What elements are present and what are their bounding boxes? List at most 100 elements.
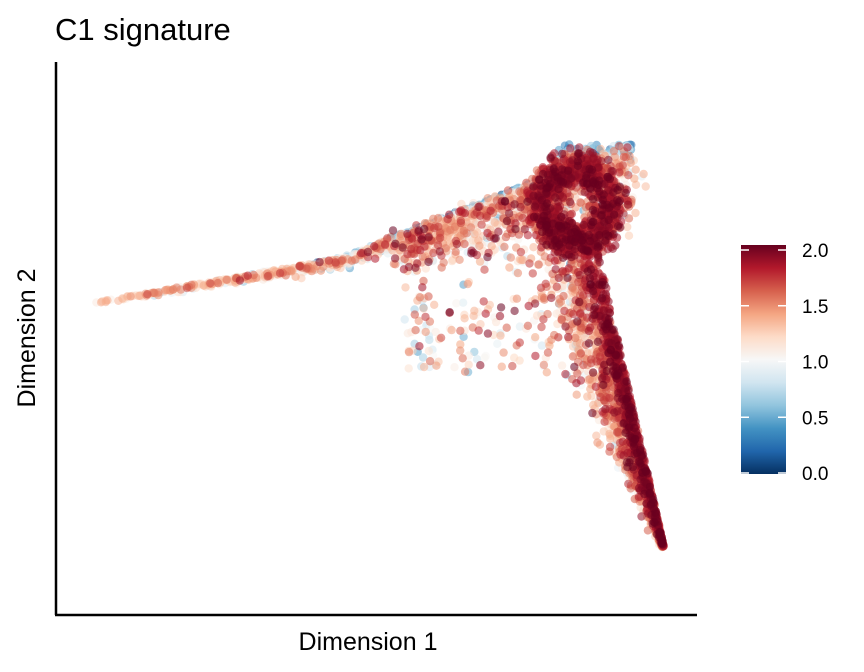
scatter-point bbox=[103, 296, 112, 305]
scatter-point bbox=[380, 240, 390, 249]
scatter-point bbox=[529, 243, 538, 252]
scatter-point bbox=[433, 214, 443, 223]
scatter-point bbox=[641, 182, 650, 191]
scatter-point bbox=[477, 220, 486, 229]
scatter-point bbox=[416, 246, 425, 255]
scatter-point bbox=[476, 211, 485, 220]
scatter-point bbox=[534, 260, 543, 269]
scatter-point bbox=[182, 283, 192, 293]
scatter-point bbox=[543, 348, 553, 357]
scatter-point bbox=[500, 242, 509, 251]
scatter-point bbox=[559, 291, 568, 301]
scatter-point bbox=[429, 248, 438, 258]
scatter-point bbox=[458, 354, 467, 363]
scatter-point bbox=[568, 283, 577, 292]
scatter-point bbox=[576, 309, 585, 319]
scatter-point bbox=[437, 263, 446, 272]
scatter-point bbox=[415, 342, 424, 351]
scatter-point bbox=[331, 258, 340, 267]
scatter-point bbox=[404, 364, 413, 373]
scatter-point bbox=[415, 293, 425, 302]
scatter-point bbox=[356, 249, 366, 258]
scatter-point bbox=[516, 247, 526, 257]
scatter-point bbox=[576, 349, 585, 358]
scatter-point bbox=[418, 252, 427, 261]
scatter-point bbox=[464, 360, 473, 369]
scatter-point bbox=[567, 209, 576, 219]
scatter-point bbox=[624, 171, 633, 180]
scatter-point bbox=[497, 362, 506, 371]
scatter-point bbox=[515, 356, 524, 365]
scatter-point bbox=[508, 361, 517, 371]
scatter-point bbox=[391, 260, 400, 269]
scatter-point bbox=[618, 437, 627, 446]
scatter-point bbox=[143, 290, 152, 299]
scatter-point bbox=[511, 219, 520, 228]
scatter-point bbox=[452, 299, 461, 308]
scatter-point bbox=[486, 206, 495, 215]
scatter-point bbox=[493, 339, 502, 348]
scatter-point bbox=[515, 338, 524, 347]
scatter-point bbox=[460, 209, 470, 218]
scatter-point bbox=[624, 214, 634, 223]
scatter-point bbox=[418, 353, 428, 362]
scatter-point bbox=[425, 357, 435, 366]
scatter-point bbox=[418, 283, 427, 292]
scatter-point bbox=[419, 276, 428, 286]
scatter-point bbox=[451, 247, 460, 256]
scatter-point bbox=[487, 241, 496, 251]
scatter-point bbox=[513, 268, 523, 278]
scatter-point bbox=[463, 279, 472, 289]
scatter-point bbox=[421, 312, 430, 322]
scatter-point bbox=[573, 369, 582, 378]
scatter-point bbox=[430, 300, 439, 309]
scatter-point bbox=[407, 244, 416, 254]
scatter-point bbox=[537, 322, 546, 332]
scatter-point bbox=[550, 256, 559, 266]
scatter-point bbox=[528, 269, 537, 278]
scatter-point bbox=[421, 264, 430, 273]
scatter-point bbox=[424, 346, 433, 356]
scatter-point bbox=[347, 256, 356, 265]
scatter-point bbox=[118, 294, 127, 303]
scatter-point bbox=[579, 360, 588, 370]
scatter-point bbox=[592, 431, 601, 440]
scatter-point bbox=[585, 375, 594, 384]
scatter-point bbox=[623, 222, 632, 232]
scatter-point bbox=[480, 353, 489, 362]
scatter-point bbox=[491, 317, 501, 327]
scatter-point bbox=[624, 479, 633, 489]
scatter-point bbox=[619, 152, 629, 162]
scatter-point bbox=[591, 382, 600, 391]
scatter-point bbox=[506, 253, 515, 262]
scatter-point bbox=[596, 392, 605, 402]
scatter-point bbox=[235, 276, 245, 285]
scatter-point bbox=[615, 168, 624, 177]
scatter-point bbox=[474, 326, 483, 335]
scatter-point bbox=[503, 186, 513, 195]
scatter-point bbox=[531, 351, 540, 361]
scatter-point bbox=[576, 198, 585, 207]
scatter-point bbox=[295, 262, 304, 271]
scatter-point bbox=[421, 327, 430, 337]
scatter-point bbox=[424, 292, 433, 301]
scatter-point bbox=[505, 263, 514, 272]
scatter-point bbox=[456, 216, 466, 225]
scatter-point bbox=[536, 283, 546, 292]
scatter-point bbox=[580, 332, 589, 342]
scatter-point bbox=[569, 309, 578, 319]
scatter-point bbox=[614, 428, 623, 437]
scatter-point bbox=[213, 278, 223, 288]
scatter-point bbox=[605, 429, 614, 439]
scatter-point bbox=[626, 158, 635, 167]
scatter-point bbox=[515, 322, 525, 331]
chart-title: C1 signature bbox=[55, 12, 231, 47]
scatter-point bbox=[496, 331, 505, 340]
scatter-point bbox=[462, 229, 471, 238]
scatter-point bbox=[539, 315, 548, 324]
scatter-point bbox=[532, 311, 542, 320]
scatter-point bbox=[401, 283, 410, 292]
scatter-point bbox=[371, 254, 380, 263]
scatter-point bbox=[566, 144, 575, 153]
scatter-point bbox=[531, 333, 540, 342]
